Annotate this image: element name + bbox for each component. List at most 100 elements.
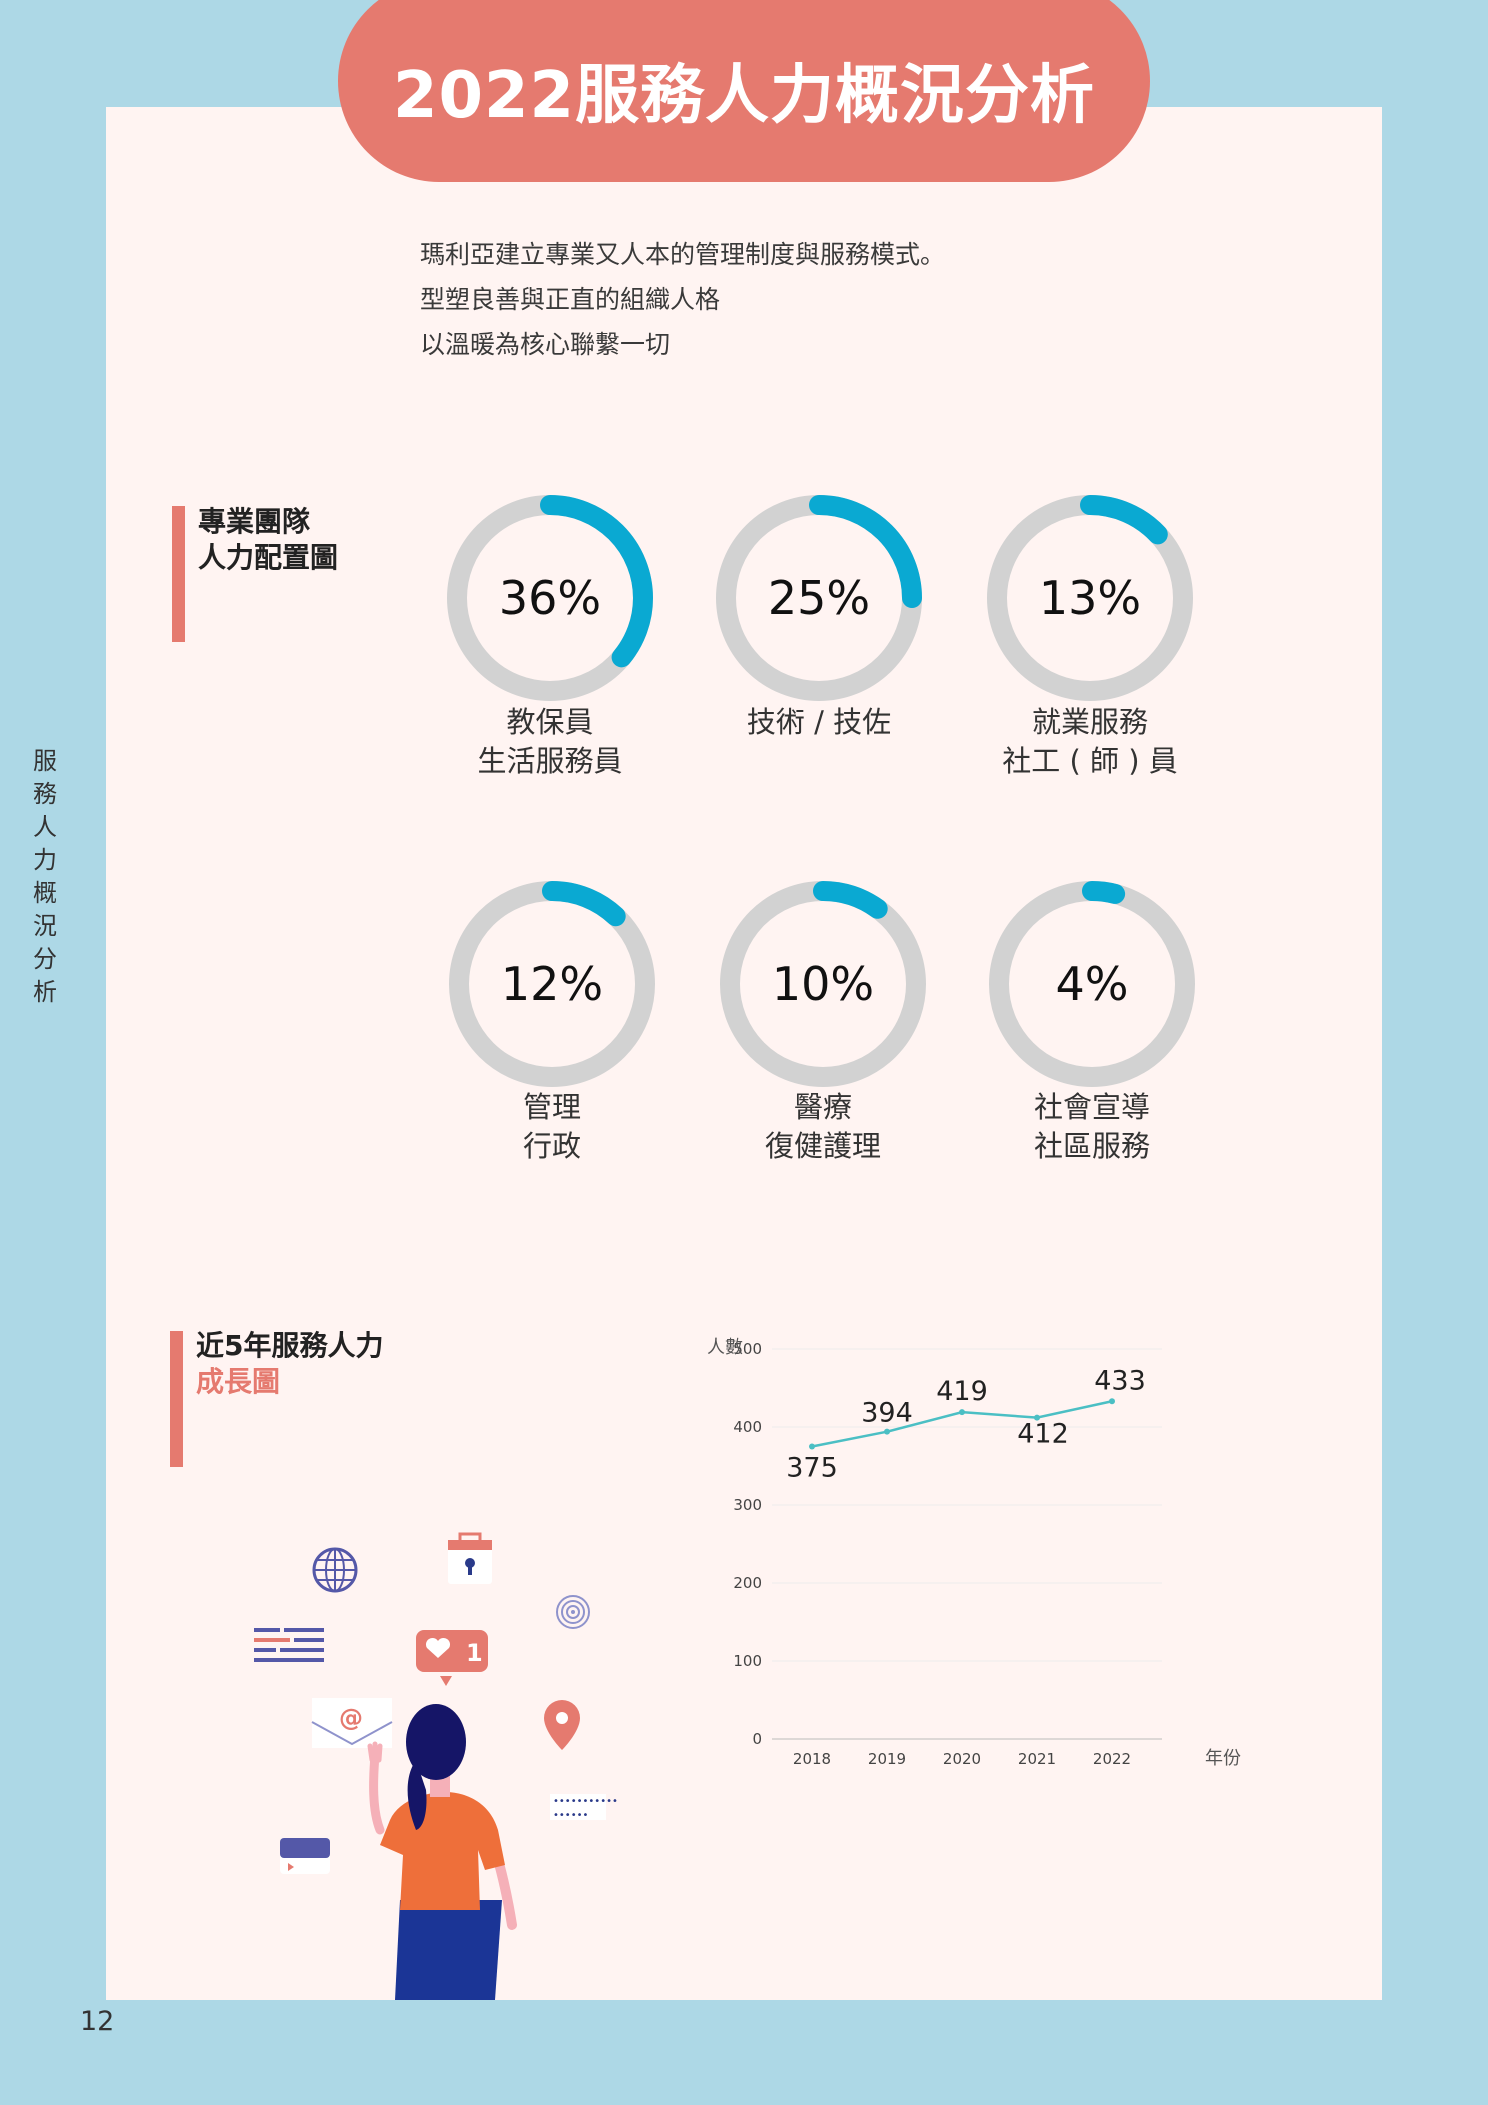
donut-arc <box>720 881 926 1087</box>
donut-ring <box>449 881 655 1087</box>
y-tick-label: 500 <box>733 1340 762 1358</box>
section-title-line: 專業團隊 <box>198 505 311 538</box>
page-title: 2022服務人力概況分析 <box>392 59 1096 133</box>
donut-chart: 13% <box>985 493 1195 703</box>
donut-label-line: 社工 ( 師 ) 員 <box>1002 744 1178 778</box>
side-title-char: 服 <box>33 747 57 775</box>
side-title-char: 概 <box>33 879 57 907</box>
y-tick-label: 300 <box>733 1496 762 1514</box>
donut-label-line: 就業服務 <box>1031 705 1148 739</box>
data-point <box>1109 1398 1115 1405</box>
data-point <box>959 1409 965 1416</box>
y-axis-label: 人數 <box>707 1337 743 1358</box>
donut-ring <box>987 495 1193 701</box>
section-title-line: 人力配置圖 <box>198 541 339 574</box>
donut-chart: 25% <box>714 493 924 703</box>
like-notification-icon: 1 <box>416 1630 488 1686</box>
x-axis-label: 年份 <box>1205 1748 1241 1769</box>
location-pin-icon <box>544 1700 580 1750</box>
side-title-char: 務 <box>33 780 57 808</box>
fingerprint-icon <box>556 1595 590 1629</box>
x-tick-label: 2019 <box>868 1750 906 1768</box>
y-tick-label: 0 <box>752 1730 762 1748</box>
donut-label-line: 行政 <box>522 1129 581 1163</box>
content-panel <box>106 107 1382 2000</box>
section-marker <box>172 506 185 642</box>
side-title-char: 人 <box>33 813 57 841</box>
section-title-growth: 近5年服務人力 成長圖 <box>196 1328 383 1400</box>
data-point <box>1034 1414 1040 1421</box>
intro-line: 型塑良善與正直的組織人格 <box>420 285 721 314</box>
lock-icon <box>448 1532 492 1584</box>
data-label: 419 <box>936 1376 988 1407</box>
x-tick-label: 2021 <box>1018 1750 1056 1768</box>
svg-text:@: @ <box>339 1704 363 1732</box>
donut-arc <box>449 881 655 1087</box>
donut-label-line: 管理 <box>522 1090 581 1124</box>
donut-percent: 13% <box>1038 571 1142 625</box>
data-point <box>809 1443 815 1450</box>
donut-percent: 25% <box>767 571 871 625</box>
data-label: 394 <box>861 1398 913 1429</box>
svg-text:1: 1 <box>466 1639 483 1667</box>
donut-ring <box>716 495 922 701</box>
donut-label: 教保員 生活服務員 <box>420 703 680 781</box>
email-icon: @ <box>311 1698 393 1748</box>
donut-label-line: 技術 / 技佐 <box>746 705 892 739</box>
donut-chart: 36% <box>445 493 655 703</box>
section-title-staffing: 專業團隊 人力配置圖 <box>198 504 338 576</box>
side-title-char: 況 <box>33 912 57 940</box>
globe-icon <box>312 1547 358 1593</box>
donut-label-line: 復健護理 <box>764 1129 881 1163</box>
donut-label-line: 生活服務員 <box>477 744 623 778</box>
y-tick-label: 100 <box>733 1652 762 1670</box>
section-title-line: 成長圖 <box>196 1365 281 1398</box>
side-title-char: 力 <box>33 846 57 874</box>
intro-line: 以溫暖為核心聯繫一切 <box>420 330 671 359</box>
donut-chart: 12% <box>447 879 657 1089</box>
donut-label-line: 教保員 <box>506 705 594 739</box>
svg-text:•••••••••••: ••••••••••• <box>553 1796 618 1807</box>
donut-percent: 36% <box>498 571 602 625</box>
donut-ring <box>989 881 1195 1087</box>
x-tick-label: 2018 <box>793 1750 831 1768</box>
y-tick-label: 200 <box>733 1574 762 1592</box>
donut-arc <box>987 495 1193 701</box>
section-marker <box>170 1331 183 1467</box>
chart-canvas: 0 100 200 300 400 500 2018 2019 2020 2021 2022 人數年份… <box>707 1337 1241 1769</box>
intro-text: 瑪利亞建立專業又人本的管理制度與服務模式。 型塑良善與正直的組織人格 以溫暖為核… <box>420 232 945 367</box>
donut-label: 管理 行政 <box>422 1088 682 1166</box>
person-illustration: 1 @ ••••••••••• •••••• <box>240 1510 640 2000</box>
section-title-line: 近5年服務人力 <box>196 1329 384 1362</box>
password-dots-icon: ••••••••••• •••••• <box>550 1794 618 1821</box>
donut-arc <box>716 495 922 701</box>
x-tick-label: 2020 <box>943 1750 981 1768</box>
data-point <box>884 1428 890 1435</box>
page-number: 12 <box>80 2006 115 2037</box>
donut-percent: 10% <box>771 957 875 1011</box>
side-title-char: 分 <box>33 945 57 973</box>
video-player-icon <box>280 1838 330 1874</box>
donut-chart: 4% <box>987 879 1197 1089</box>
text-lines-icon <box>254 1628 324 1662</box>
side-section-title: 服 務 人 力 概 況 分 析 <box>28 745 62 1009</box>
title-banner: 2022服務人力概況分析 <box>338 0 1150 182</box>
data-label: 375 <box>786 1453 838 1484</box>
donut-arc <box>447 495 653 701</box>
x-tick-label: 2022 <box>1093 1750 1131 1768</box>
donut-percent: 4% <box>1055 957 1129 1011</box>
donut-label-line: 社區服務 <box>1033 1129 1150 1163</box>
side-title-char: 析 <box>33 978 57 1006</box>
donut-percent: 12% <box>500 957 604 1011</box>
donut-label: 醫療 復健護理 <box>693 1088 953 1166</box>
intro-line: 瑪利亞建立專業又人本的管理制度與服務模式。 <box>420 240 946 269</box>
data-label: 412 <box>1017 1419 1069 1450</box>
svg-text:••••••: •••••• <box>553 1810 588 1821</box>
donut-chart: 10% <box>718 879 928 1089</box>
donut-label-line: 社會宣導 <box>1033 1090 1150 1124</box>
donut-label: 技術 / 技佐 <box>689 703 949 742</box>
donut-ring <box>720 881 926 1087</box>
data-label: 433 <box>1094 1365 1146 1396</box>
donut-label: 就業服務社工 ( 師 ) 員 <box>960 703 1220 781</box>
donut-arc <box>989 881 1195 1087</box>
